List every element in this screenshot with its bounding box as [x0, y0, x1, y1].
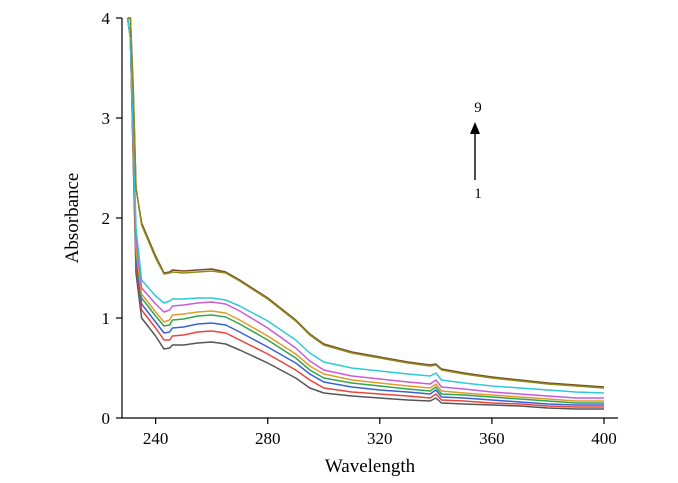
series-lines — [126, 17, 605, 410]
up-arrow-icon — [470, 122, 480, 134]
y-tick-label: 3 — [102, 109, 111, 128]
x-tick-label: 320 — [367, 429, 393, 448]
x-tick-label: 360 — [479, 429, 505, 448]
trend-annotation: 9 1 — [470, 100, 482, 202]
y-tick-label: 2 — [102, 209, 111, 228]
x-ticks: 240 280 320 360 400 — [143, 418, 617, 448]
series-line-8 — [127, 17, 605, 388]
x-axis-title: Wavelength — [325, 456, 416, 477]
annotation-top-label: 9 — [474, 100, 482, 116]
series-line-3 — [126, 17, 604, 406]
series-line-7 — [126, 17, 605, 394]
y-tick-label: 0 — [102, 409, 111, 428]
x-tick-label: 400 — [591, 429, 617, 448]
y-axis-title: Absorbance — [62, 173, 83, 264]
series-line-4 — [126, 17, 604, 404]
x-tick-label: 240 — [143, 429, 169, 448]
series-line-2 — [126, 17, 604, 408]
annotation-bottom-label: 1 — [474, 186, 482, 202]
series-line-1 — [126, 17, 604, 410]
series-line-5 — [126, 17, 604, 402]
series-line-9 — [127, 17, 605, 389]
x-tick-label: 280 — [255, 429, 281, 448]
series-line-6 — [126, 17, 604, 399]
y-ticks: 0 1 2 3 4 — [102, 9, 122, 428]
y-tick-label: 4 — [102, 9, 111, 28]
y-tick-label: 1 — [102, 309, 111, 328]
